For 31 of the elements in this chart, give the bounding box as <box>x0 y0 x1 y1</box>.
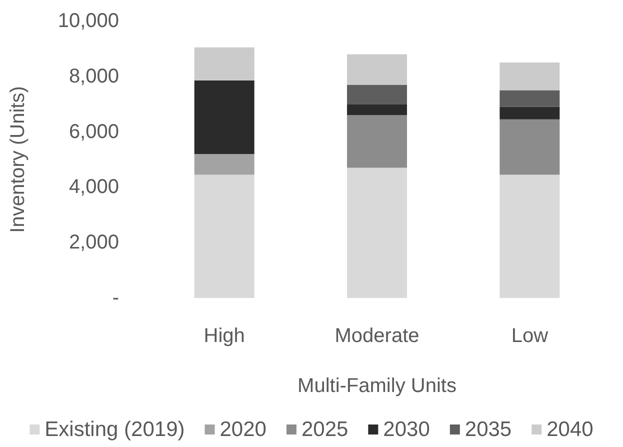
legend-label: 2020 <box>220 418 266 441</box>
x-tick-label: Moderate <box>334 325 420 347</box>
x-axis-title: Multi-Family Units <box>298 375 456 397</box>
y-tick-label: 10,000 <box>58 10 119 32</box>
y-tick-label: 4,000 <box>68 176 119 198</box>
bar <box>194 154 254 175</box>
y-tick-label: 8,000 <box>68 65 119 88</box>
bar <box>347 115 407 168</box>
legend-label: 2025 <box>301 418 348 441</box>
x-tick-label: Low <box>511 325 549 347</box>
y-tick-label: 2,000 <box>68 232 119 254</box>
x-tick-label: High <box>204 325 245 347</box>
bar <box>500 90 560 107</box>
legend-label: Existing (2019) <box>44 418 185 441</box>
y-tick-label: - <box>112 287 119 309</box>
bar <box>500 106 560 120</box>
bar <box>500 174 560 298</box>
bar <box>194 80 254 154</box>
bar <box>194 47 254 81</box>
legend-label: 2040 <box>546 418 594 441</box>
bar <box>194 174 254 298</box>
legend-label: 2035 <box>464 418 512 441</box>
bar <box>500 119 560 175</box>
bar <box>347 168 407 298</box>
y-axis-title: Inventory (Units) <box>7 86 29 233</box>
bar <box>347 84 407 104</box>
bar <box>347 104 407 116</box>
y-tick-label: 6,000 <box>68 120 119 143</box>
legend-label: 2030 <box>383 418 430 441</box>
bar <box>500 62 560 90</box>
bar <box>347 54 407 85</box>
